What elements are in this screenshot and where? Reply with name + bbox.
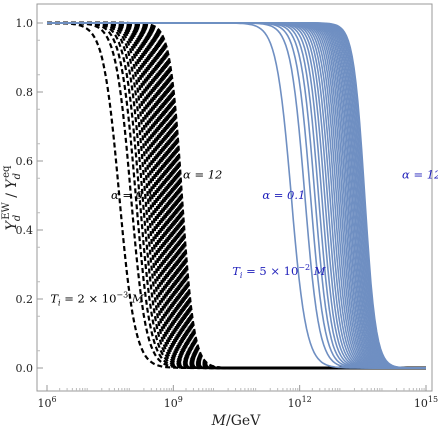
- dashed-curve-0: [47, 21, 426, 370]
- y-tick-label-0: 0.0: [16, 362, 34, 375]
- curves: [47, 21, 426, 370]
- annotations: α = 0.1 α = 12 α = 0.1 α = 12 Ti = 5 × 10−2 …: [50, 167, 438, 307]
- annotation-4: Ti = 5 × 10−2 M: [232, 263, 327, 280]
- x-tick-label-1: 109: [164, 395, 183, 410]
- y-axis-label: YdEW / Ydeq: [1, 165, 23, 230]
- y-tick-label-1: 0.2: [16, 293, 34, 306]
- y-tick-label-2: 0.4: [16, 224, 34, 237]
- solid-curve-29: [47, 22, 426, 369]
- annotation-0: α = 0.1: [111, 188, 154, 202]
- y-tick-label-5: 1.0: [16, 17, 34, 30]
- y-axis-title: YdEW / Ydeq: [1, 165, 23, 230]
- solid-curve-25: [47, 22, 426, 369]
- annotation-5: Ti = 2 × 10−3 M: [50, 290, 145, 307]
- x-tick-label-3: 1015: [414, 395, 438, 410]
- y-axis: 0.0 0.2 0.4 0.6 0.8 1.0: [16, 17, 43, 375]
- annotation-1: α = 12: [183, 167, 222, 181]
- x-axis-title: M/GeV: [211, 413, 262, 429]
- x-tick-label-2: 1012: [288, 395, 312, 410]
- plot-frame: [36, 3, 433, 392]
- annotation-2: α = 0.1: [262, 188, 305, 202]
- x-axis: 106 109 1012 1015: [37, 385, 438, 410]
- annotation-3: α = 12: [402, 167, 438, 181]
- x-axis-label: M/GeV: [211, 413, 262, 429]
- y-tick-label-4: 0.8: [16, 86, 34, 99]
- y-tick-label-3: 0.6: [16, 155, 34, 168]
- x-tick-label-0: 106: [37, 395, 56, 410]
